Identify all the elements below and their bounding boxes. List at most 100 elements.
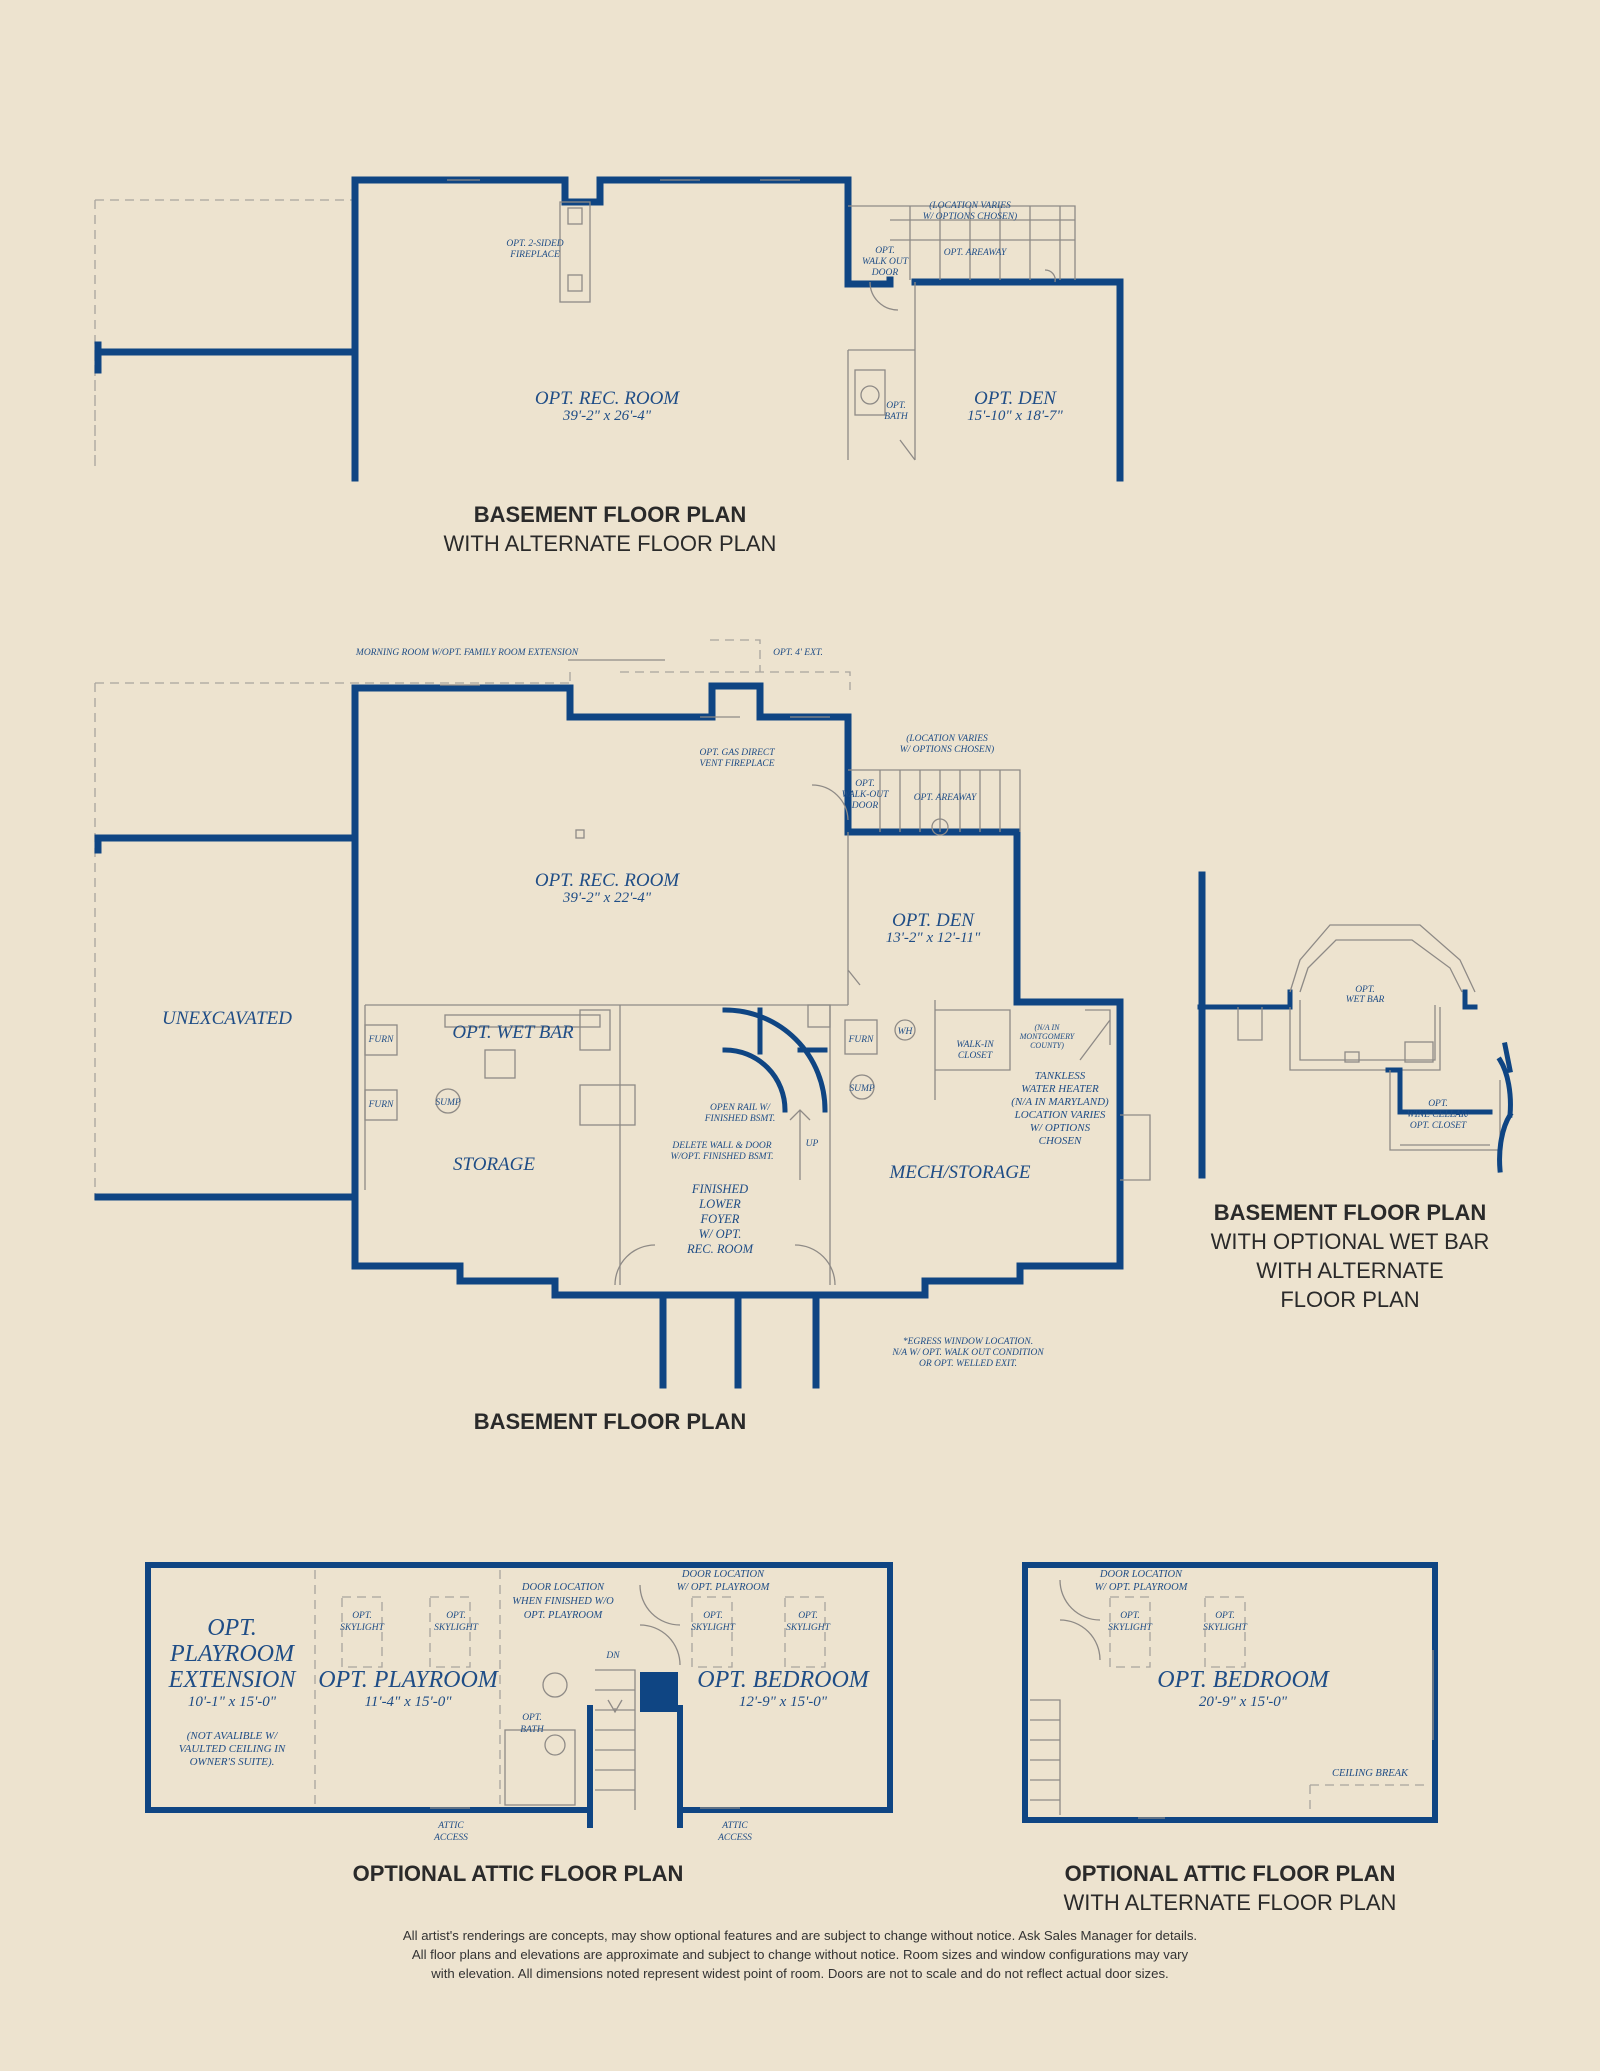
alt-bedroom-dims: 20'-9" x 15'-0"	[1199, 1694, 1288, 1710]
rec-room-label: OPT. REC. ROOM	[535, 388, 680, 409]
delete-wall-note: DELETE WALL & DOOR	[671, 1141, 771, 1151]
door-location-note-2: DOOR LOCATION	[681, 1569, 765, 1580]
den-dims: 15'-10" x 18'-7"	[967, 408, 1063, 424]
caption-title: BASEMENT FLOOR PLAN	[473, 1409, 747, 1434]
storage-label: STORAGE	[453, 1154, 535, 1175]
caption-title: BASEMENT FLOOR PLAN	[1213, 1200, 1487, 1225]
alt-door-location-note: DOOR LOCATION	[1099, 1569, 1183, 1580]
tankless-note: TANKLESS	[1035, 1070, 1086, 1082]
attic-access-note: ATTIC	[721, 1821, 748, 1831]
bedroom-dims: 12'-9" x 15'-0"	[739, 1694, 828, 1710]
montgomery-note-3: COUNTY)	[1030, 1041, 1064, 1050]
tankless-note: CHOSEN	[1039, 1135, 1082, 1147]
bath-note: OPT.	[886, 401, 906, 411]
disclaimer-line: All artist's renderings are concepts, ma…	[402, 1928, 1198, 1943]
tankless-note: LOCATION VARIES	[1014, 1109, 1106, 1121]
foyer-label: REC. ROOM	[686, 1242, 754, 1256]
attic-alt-plan: DOOR LOCATION W/ OPT. PLAYROOM OPT. SKYL…	[1022, 1562, 1438, 1823]
up-label: UP	[806, 1139, 819, 1149]
location-note: (LOCATION VARIES	[906, 733, 988, 744]
caption-line-2: WITH ALTERNATE	[1256, 1258, 1444, 1283]
disclaimer-line: with elevation. All dimensions noted rep…	[431, 1966, 1169, 1981]
den-label: OPT. DEN	[974, 388, 1057, 409]
skylight-note: SKYLIGHT	[340, 1623, 385, 1633]
wine-cellar-note: OPT.	[1428, 1099, 1448, 1109]
playroom-ext-dims: 10'-1" x 15'-0"	[188, 1694, 277, 1710]
walkout-note: OPT.	[875, 246, 895, 256]
montgomery-note: (N/A IN	[1035, 1023, 1061, 1032]
disclaimer-line: All floor plans and elevations are appro…	[411, 1947, 1189, 1962]
egress-note: N/A W/ OPT. WALK OUT CONDITION	[891, 1348, 1044, 1358]
playroom-ext-label-3: EXTENSION	[168, 1667, 298, 1693]
skylight-note: SKYLIGHT	[434, 1623, 479, 1633]
caption-title: BASEMENT FLOOR PLAN	[473, 502, 747, 527]
fireplace-note-2: VENT FIREPLACE	[699, 759, 774, 769]
walkout-note-2: WALK-OUT	[842, 790, 890, 800]
areaway-note: OPT. AREAWAY	[944, 248, 1008, 258]
tankless-note: W/ OPTIONS	[1030, 1122, 1091, 1134]
location-note-2: W/ OPTIONS CHOSEN)	[900, 744, 994, 755]
bath-note-2: BATH	[520, 1725, 545, 1735]
walkout-note-3: DOOR	[851, 801, 879, 811]
basement-alt-plan: OPT. REC. ROOM 39'-2" x 26'-4" OPT. DEN …	[94, 176, 1124, 482]
caption-attic-alt: OPTIONAL ATTIC FLOOR PLAN WITH ALTERNATE…	[1000, 1859, 1460, 1917]
alt-skylight-note: SKYLIGHT	[1203, 1623, 1248, 1633]
playroom-ext-note: (NOT AVALIBLE W/	[187, 1730, 278, 1742]
caption-title: OPTIONAL ATTIC FLOOR PLAN	[352, 1861, 684, 1886]
fireplace-note-2: FIREPLACE	[509, 250, 560, 260]
wet-bar-note: OPT.	[1355, 985, 1375, 995]
attic-access-note-2: ACCESS	[433, 1833, 468, 1843]
wet-bar-note-2: WET BAR	[1346, 995, 1385, 1005]
door-location-note-2: W/ OPT. PLAYROOM	[677, 1582, 771, 1593]
location-note-2: W/ OPTIONS CHOSEN)	[923, 211, 1017, 222]
caption-line-3: FLOOR PLAN	[1280, 1287, 1420, 1312]
playroom-ext-label: OPT.	[207, 1615, 257, 1641]
door-location-note: OPT. PLAYROOM	[524, 1610, 604, 1621]
rec-room-label: OPT. REC. ROOM	[535, 870, 680, 891]
foyer-label: FOYER	[700, 1212, 740, 1226]
foyer-label: W/ OPT.	[699, 1227, 742, 1241]
wine-cellar-note-3: OPT. CLOSET	[1410, 1121, 1467, 1131]
attic-plan: OPT. PLAYROOM EXTENSION 10'-1" x 15'-0" …	[145, 1562, 893, 1843]
rec-room-dims: 39'-2" x 22'-4"	[562, 890, 652, 906]
tankless-note: WATER HEATER	[1021, 1083, 1099, 1095]
walkin-note: WALK-IN	[956, 1040, 994, 1050]
ceiling-break-note: CEILING BREAK	[1332, 1768, 1409, 1779]
caption-subtitle: WITH ALTERNATE FLOOR PLAN	[443, 531, 777, 556]
playroom-ext-note: VAULTED CEILING IN	[179, 1743, 286, 1755]
door-location-note: DOOR LOCATION	[521, 1582, 605, 1593]
playroom-label: OPT. PLAYROOM	[318, 1667, 500, 1693]
den-dims: 13'-2" x 12'-11"	[886, 930, 981, 946]
delete-wall-note-2: W/OPT. FINISHED BSMT.	[670, 1152, 773, 1162]
walkin-note-2: CLOSET	[958, 1051, 993, 1061]
skylight-note: OPT.	[352, 1611, 372, 1621]
wet-bar-plan: OPT. WET BAR OPT. WINE CELLAR/ OPT. CLOS…	[1197, 871, 1514, 1179]
wet-bar-label: OPT. WET BAR	[452, 1022, 574, 1043]
bedroom-label: OPT. BEDROOM	[697, 1667, 871, 1693]
mech-label: MECH/STORAGE	[888, 1162, 1030, 1183]
skylight-note: OPT.	[703, 1611, 723, 1621]
egress-note: OR OPT. WELLED EXIT.	[919, 1359, 1017, 1369]
foyer-label: FINISHED	[691, 1182, 748, 1196]
playroom-dims: 11'-4" x 15'-0"	[364, 1694, 452, 1710]
walkout-note: OPT.	[855, 779, 875, 789]
open-rail-note-2: FINISHED BSMT.	[704, 1114, 776, 1124]
dn-label: DN	[605, 1651, 620, 1661]
sump-label-1: SUMP	[435, 1098, 461, 1108]
playroom-ext-label-2: PLAYROOM	[169, 1641, 296, 1667]
morning-room-note: MORNING ROOM W/OPT. FAMILY ROOM EXTENSIO…	[355, 648, 579, 658]
wine-cellar-note-2: WINE CELLAR/	[1407, 1110, 1471, 1120]
open-rail-note: OPEN RAIL W/	[710, 1103, 771, 1113]
attic-access-note-2: ACCESS	[717, 1833, 752, 1843]
disclaimer: All artist's renderings are concepts, ma…	[300, 1926, 1300, 1983]
den-label: OPT. DEN	[892, 910, 975, 931]
alt-door-location-note: W/ OPT. PLAYROOM	[1095, 1582, 1189, 1593]
caption-basement: BASEMENT FLOOR PLAN	[360, 1407, 860, 1436]
caption-line-1: WITH OPTIONAL WET BAR	[1210, 1229, 1490, 1254]
furn-label-3: FURN	[848, 1035, 874, 1045]
caption-attic: OPTIONAL ATTIC FLOOR PLAN	[268, 1859, 768, 1888]
skylight-note: SKYLIGHT	[691, 1623, 736, 1633]
skylight-note: OPT.	[446, 1611, 466, 1621]
montgomery-note-2: MONTGOMERY	[1019, 1032, 1076, 1041]
